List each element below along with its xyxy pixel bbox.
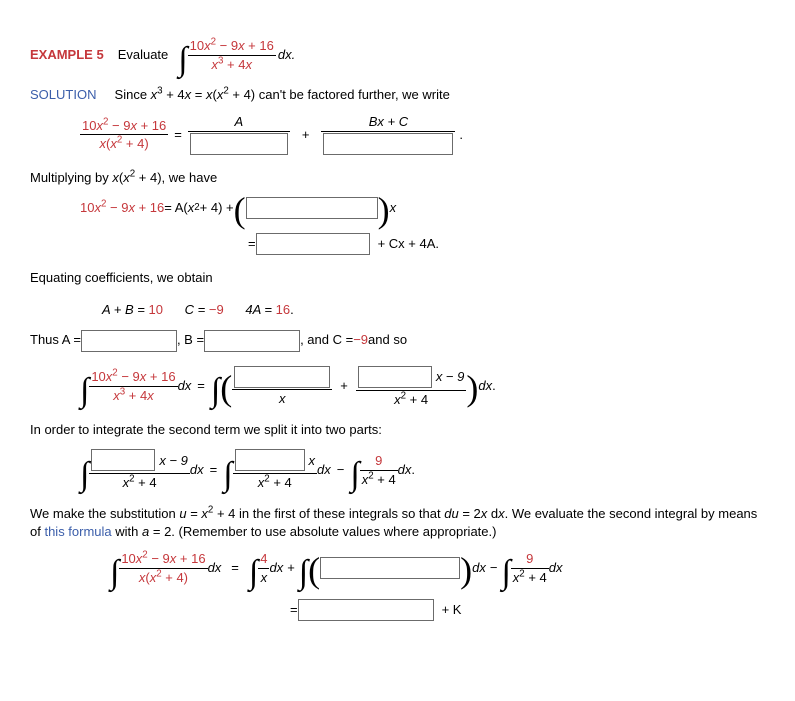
input-final-1[interactable]: [320, 557, 460, 579]
inorder-text: In order to integrate the second term we…: [30, 421, 765, 439]
example-label: EXAMPLE 5: [30, 46, 104, 64]
input-final-2[interactable]: [298, 599, 434, 621]
input-B[interactable]: [204, 330, 300, 352]
integral-rewrite: ∫ 10x2 − 9x + 16 x3 + 4x dx = ∫ ( x + x …: [80, 366, 765, 408]
partial-fraction-setup: 10x2 − 9x + 16 x(x2 + 4) = A + Bx + C .: [80, 114, 765, 155]
input-split-2[interactable]: [235, 449, 305, 471]
eq-coef-text: Equating coefficients, we obtain: [30, 269, 765, 287]
lhs-frac: 10x2 − 9x + 16 x(x2 + 4): [80, 118, 168, 152]
input-expand-1[interactable]: [246, 197, 378, 219]
term-A: A: [188, 114, 290, 155]
example-verb: Evaluate: [118, 46, 169, 64]
input-expand-2[interactable]: [256, 233, 370, 255]
solution-line: SOLUTION Since x3 + 4x = x(x2 + 4) can't…: [30, 86, 765, 104]
input-rewrite-1[interactable]: [234, 366, 330, 388]
final-line-2: = + K: [290, 599, 765, 621]
input-A[interactable]: [81, 330, 177, 352]
expand-line-1: 10x2 − 9x + 16 = A(x2 + 4) + ( )x: [80, 197, 765, 219]
formula-link[interactable]: this formula: [44, 524, 111, 539]
sub-text: We make the substitution u = x2 + 4 in t…: [30, 505, 765, 541]
expand-line-2: = + Cx + 4A.: [248, 233, 765, 255]
input-den-a[interactable]: [190, 133, 288, 155]
input-rewrite-2[interactable]: [358, 366, 432, 388]
split-integral: ∫ x − 9 x2 + 4 dx = ∫ x x2 + 4 dx − ∫ 9 …: [80, 449, 765, 491]
dx: dx.: [278, 46, 295, 64]
thus-line: Thus A = , B = , and C = −9 and so: [30, 330, 765, 352]
input-den-bxc[interactable]: [323, 133, 453, 155]
integrand: 10x2 − 9x + 16 x3 + 4x: [188, 38, 276, 72]
final-line-1: ∫ 10x2 − 9x + 16 x(x2 + 4) dx = ∫ 4 x dx…: [110, 551, 765, 585]
mult-line: Multiplying by x(x2 + 4), we have: [30, 169, 765, 187]
solution-label: SOLUTION: [30, 87, 96, 102]
coef-values: A + B = 10 C = −9 4A = 16.: [102, 301, 765, 319]
input-split-1[interactable]: [91, 449, 155, 471]
example-header: EXAMPLE 5 Evaluate ∫ 10x2 − 9x + 16 x3 +…: [30, 38, 765, 72]
term-BxC: Bx + C: [321, 114, 455, 155]
